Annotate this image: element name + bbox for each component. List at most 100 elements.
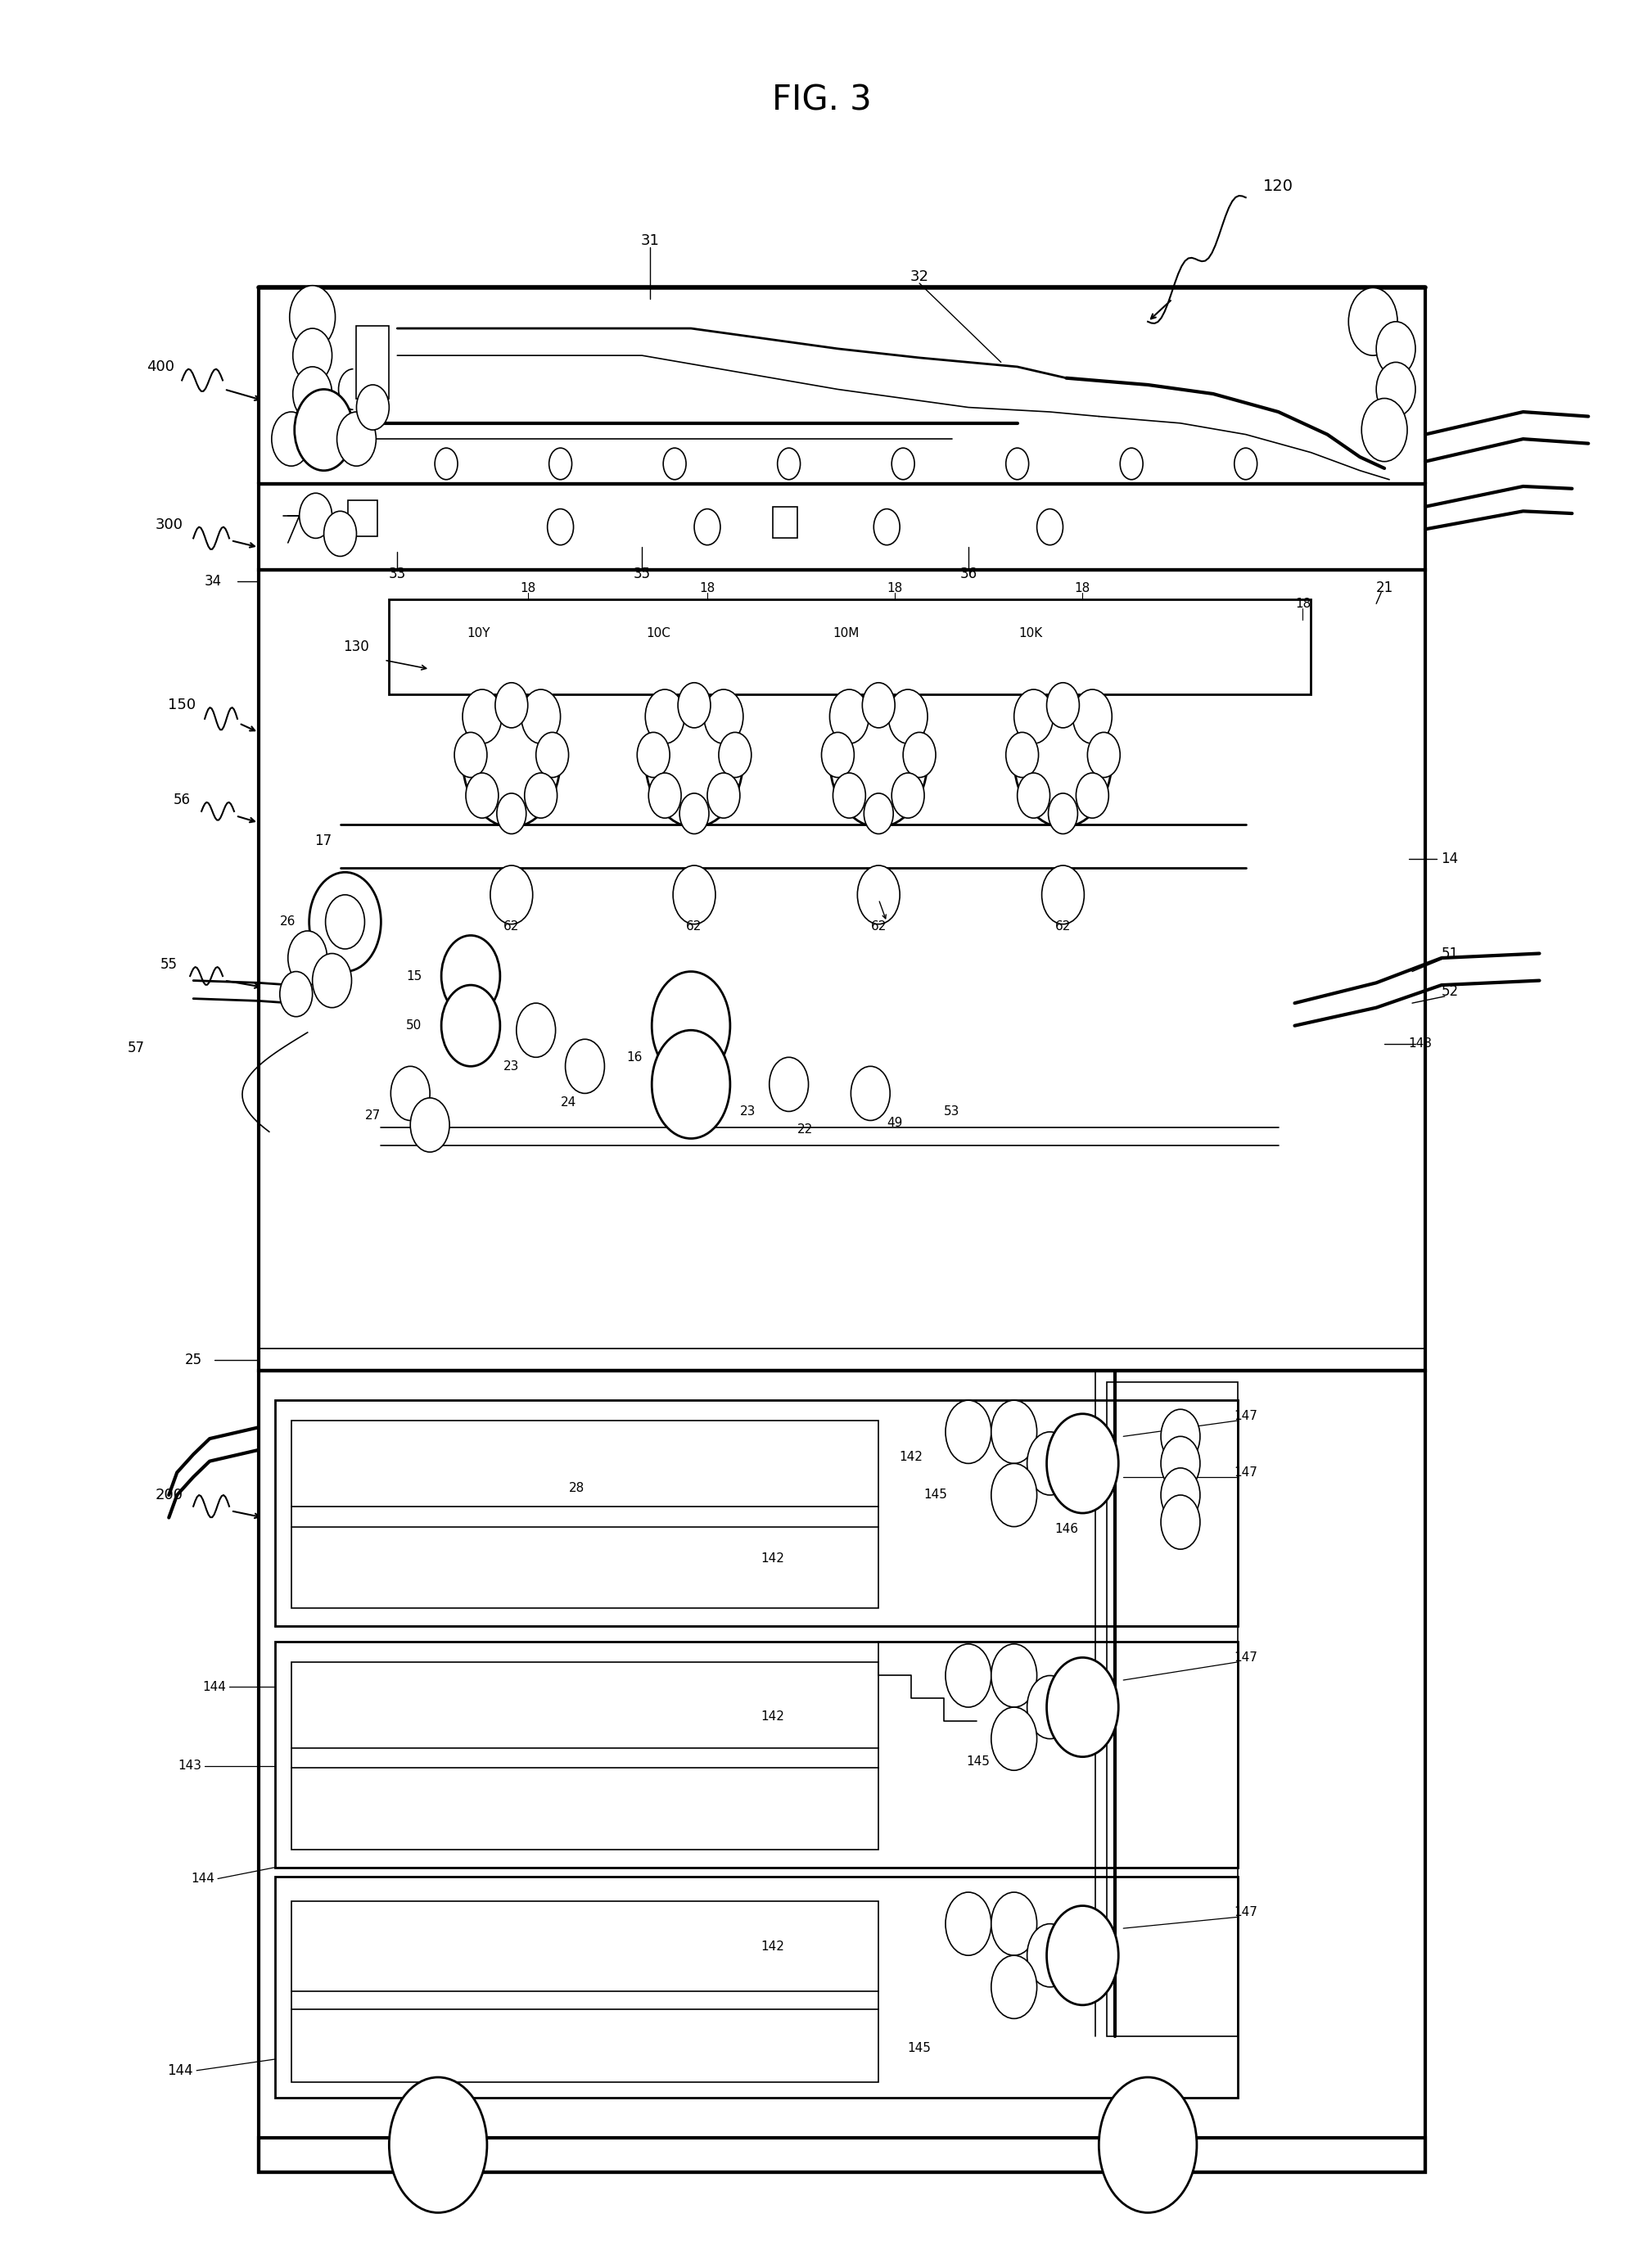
Text: 21: 21 — [1375, 581, 1393, 594]
Circle shape — [442, 984, 499, 1066]
Circle shape — [524, 773, 557, 819]
Text: 144: 144 — [168, 2064, 194, 2077]
Bar — [291, 1901, 879, 2082]
Text: 18: 18 — [887, 583, 902, 594]
Text: 52: 52 — [1441, 984, 1459, 1000]
Circle shape — [289, 286, 335, 349]
Circle shape — [718, 733, 751, 778]
Circle shape — [1362, 399, 1408, 460]
Text: 31: 31 — [641, 234, 659, 247]
Circle shape — [1014, 692, 1112, 828]
Text: 142: 142 — [761, 1551, 784, 1565]
Circle shape — [337, 413, 376, 465]
Text: 10K: 10K — [1019, 626, 1042, 640]
Text: 200: 200 — [154, 1488, 182, 1501]
Text: 147: 147 — [1234, 1651, 1257, 1665]
Bar — [1107, 1381, 1237, 2037]
Bar — [274, 1399, 1237, 1626]
Text: 144: 144 — [202, 1681, 227, 1692]
Circle shape — [292, 367, 332, 422]
Circle shape — [521, 689, 560, 744]
Circle shape — [706, 773, 739, 819]
Circle shape — [442, 934, 499, 1016]
Circle shape — [1073, 689, 1112, 744]
Text: 300: 300 — [154, 517, 182, 533]
Circle shape — [463, 692, 560, 828]
Bar — [258, 2139, 1424, 2173]
Circle shape — [904, 733, 937, 778]
Circle shape — [1048, 794, 1078, 835]
Text: 57: 57 — [128, 1041, 145, 1055]
Circle shape — [357, 386, 389, 431]
Circle shape — [777, 449, 800, 479]
Text: 400: 400 — [146, 358, 174, 374]
Circle shape — [991, 1644, 1037, 1708]
Circle shape — [490, 866, 532, 923]
Text: 55: 55 — [161, 957, 177, 973]
Circle shape — [830, 692, 928, 828]
Circle shape — [991, 1955, 1037, 2019]
Circle shape — [1162, 1436, 1199, 1490]
Circle shape — [495, 683, 527, 728]
Text: 145: 145 — [923, 1488, 948, 1501]
Circle shape — [1234, 449, 1257, 479]
Bar — [348, 499, 378, 535]
Circle shape — [646, 692, 743, 828]
Text: 49: 49 — [887, 1116, 904, 1129]
Circle shape — [1014, 689, 1053, 744]
Circle shape — [1162, 1495, 1199, 1549]
Text: 145: 145 — [966, 1755, 991, 1767]
Circle shape — [516, 1002, 555, 1057]
Circle shape — [1162, 1408, 1199, 1463]
Circle shape — [680, 794, 708, 835]
Text: 62: 62 — [687, 921, 702, 932]
Text: 23: 23 — [503, 1059, 519, 1073]
Circle shape — [892, 449, 915, 479]
Circle shape — [1349, 288, 1398, 356]
Text: 16: 16 — [626, 1050, 642, 1064]
Text: 147: 147 — [1234, 1467, 1257, 1479]
Bar — [258, 1370, 1424, 2173]
Circle shape — [1076, 773, 1109, 819]
Text: 62: 62 — [871, 921, 887, 932]
Text: 147: 147 — [1234, 1907, 1257, 1919]
Circle shape — [325, 896, 365, 948]
Text: 147: 147 — [1234, 1411, 1257, 1422]
Text: 53: 53 — [945, 1105, 960, 1118]
Text: FIG. 3: FIG. 3 — [772, 84, 871, 118]
Circle shape — [858, 866, 900, 923]
Circle shape — [991, 1708, 1037, 1771]
Text: 10M: 10M — [833, 626, 859, 640]
Circle shape — [1047, 683, 1079, 728]
Text: 36: 36 — [960, 567, 978, 581]
Circle shape — [1027, 1676, 1073, 1740]
Circle shape — [411, 1098, 450, 1152]
Bar — [389, 599, 1311, 694]
Circle shape — [1047, 1413, 1119, 1513]
Text: 27: 27 — [365, 1109, 381, 1123]
Bar — [291, 1420, 879, 1608]
Circle shape — [389, 2077, 486, 2214]
Circle shape — [674, 866, 715, 923]
Circle shape — [769, 1057, 808, 1111]
Circle shape — [1006, 449, 1029, 479]
Text: 18: 18 — [1075, 583, 1091, 594]
Text: 18: 18 — [700, 583, 715, 594]
Circle shape — [547, 508, 573, 544]
Text: 34: 34 — [204, 574, 222, 587]
Text: 33: 33 — [389, 567, 406, 581]
Text: 10C: 10C — [646, 626, 670, 640]
Bar — [258, 483, 1424, 569]
Circle shape — [1099, 2077, 1196, 2214]
Text: 120: 120 — [1263, 179, 1293, 195]
Circle shape — [864, 794, 894, 835]
Circle shape — [637, 733, 670, 778]
Bar — [772, 506, 797, 538]
Circle shape — [455, 733, 486, 778]
Text: 10Y: 10Y — [467, 626, 491, 640]
Circle shape — [991, 1463, 1037, 1526]
Circle shape — [652, 1030, 729, 1139]
Circle shape — [863, 683, 895, 728]
Circle shape — [1006, 733, 1038, 778]
Circle shape — [652, 971, 729, 1080]
